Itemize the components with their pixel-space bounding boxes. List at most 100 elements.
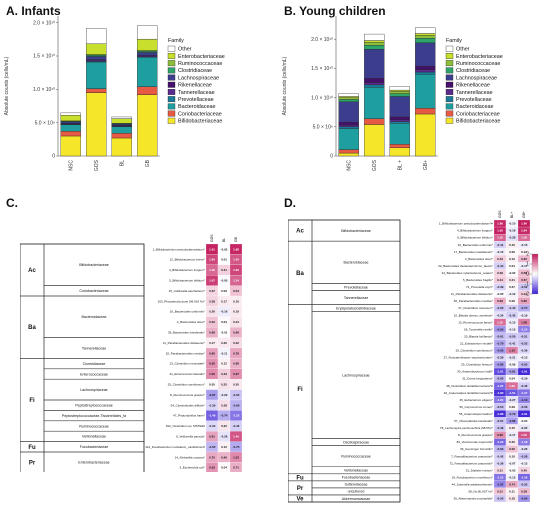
infants-legend-swatch — [167, 103, 176, 110]
children-heat-value: 1.84 — [521, 229, 527, 233]
infants-taxon-label: 103_Phocaeicola dorei (96.919 %)* — [158, 299, 206, 303]
infants-heat-value: 0.75 — [209, 455, 215, 459]
infants-heat-cell — [229, 462, 243, 472]
panel-c-title: C. — [6, 196, 18, 210]
children-heat-value: -1.91 — [521, 370, 528, 374]
children-heat-value: -0.17 — [509, 433, 516, 437]
children-heat-value: 0.12 — [521, 250, 527, 254]
children-family-label: Veillonellaceae — [344, 469, 368, 473]
children-heat-value: -0.05 — [497, 292, 504, 296]
children-heat-value: -0.88 — [509, 419, 516, 423]
children-heat-value: -0.74 — [521, 306, 528, 310]
children-heat-value: -0.81 — [509, 370, 516, 374]
children-taxon-label: 74_Prevotella copri* — [466, 285, 494, 289]
children-legend-label: Enterobacteriaceae — [456, 54, 503, 60]
infants-bar-segment — [111, 126, 132, 134]
infants-legend-title: Family — [168, 38, 184, 44]
infants-heat-value: 0.05 — [209, 383, 215, 387]
infants-taxon-label: 39_Bacteroides intestinalis* — [168, 331, 206, 335]
children-bar-segment — [364, 33, 385, 41]
infants-phylum-label: Ba — [28, 325, 36, 331]
heat-legend-tick-label: 1 — [526, 262, 529, 268]
infants-heat-value: 0.16 — [233, 299, 239, 303]
children-taxon-label: 4_Bifidobacterium longum* — [457, 229, 494, 233]
children-family-label: Oscillospiraceae — [343, 440, 369, 444]
children-heat-value: 0.44 — [497, 278, 503, 282]
infants-heat-value: -0.65 — [209, 445, 216, 449]
infants-legend-label: Tannerellaceae — [178, 90, 215, 96]
children-heat-value: -0.39 — [497, 285, 504, 289]
children-heat-value: -0.94 — [521, 497, 528, 501]
children-taxon-label: 45_Eubacterium eligens* — [459, 398, 493, 402]
children-bar-segment — [415, 74, 436, 109]
infants-heat-value: -0.16 — [221, 310, 228, 314]
infants-bar-segment — [86, 61, 107, 89]
children-heat-value: -0.62 — [521, 363, 528, 367]
infants-heat-value: 0.38 — [209, 299, 215, 303]
infants-bar-segment — [111, 133, 132, 139]
children-bar-segment — [364, 86, 385, 119]
children-heat-value: -0.79 — [509, 412, 516, 416]
infants-legend-swatch — [167, 89, 176, 95]
children-taxon-label: 50_Coprococcus comes* — [459, 405, 493, 409]
infants-bar-segment — [86, 56, 107, 60]
infants-bar-segment — [137, 55, 158, 57]
children-heat-value: -1.37 — [497, 384, 504, 388]
children-heat-value: 0.21 — [509, 278, 515, 282]
children-heat-value: -0.09 — [509, 363, 516, 367]
children-phylum-label: Ba — [296, 271, 304, 277]
children-category-label: GOS — [372, 159, 378, 171]
children-legend-label: Coriobacteriaceae — [456, 111, 500, 117]
children-heat-value: 0.18 — [509, 497, 515, 501]
children-heat-value: 0.58 — [521, 490, 527, 494]
infants-heat-value: 0.66 — [221, 455, 227, 459]
children-heat-value: 0.09 — [509, 405, 515, 409]
children-heat-value: -0.12 — [521, 461, 528, 465]
infants-heat-value: 0.04 — [221, 320, 227, 324]
children-legend-swatch — [445, 45, 454, 52]
children-heat-value: 1.50 — [521, 433, 527, 437]
children-taxon-label: 35_Akkermansia muciniphila* — [453, 497, 493, 501]
children-heat-value: 0.96 — [497, 433, 503, 437]
children-bar-segment — [338, 126, 359, 129]
children-heat-value: -1.21 — [497, 398, 504, 402]
children-heat-value: 0.74 — [509, 482, 515, 486]
children-heat-value: -0.17 — [521, 264, 528, 268]
children-taxon-label: 29_Clostridium fessum* — [461, 363, 494, 367]
children-taxon-label: 37_Clostridium ramosum* — [458, 306, 493, 310]
children-bar-segment — [364, 118, 385, 125]
children-taxon-label: 58_No BLAST hit* — [469, 490, 494, 494]
children-column-label: GB+ — [522, 211, 526, 218]
children-heat-value: -0.52 — [521, 285, 528, 289]
children-taxon-label: 40_Anaerostipes lactatifermentans*# — [444, 391, 493, 395]
children-bar-segment — [389, 119, 410, 122]
heatmap-infants: GOS BL GB Ac Ba Fi Fu Pr Bifidobacteriaceae Corio… — [20, 234, 243, 472]
infants-heat-value: 1.00 — [209, 372, 215, 376]
children-heat-value: -0.15 — [521, 243, 528, 247]
children-taxon-label: 19_Fusobacterium mortiferum* — [452, 475, 494, 479]
infants-family-label: Fusobacteriaceae — [80, 445, 109, 449]
children-taxon-label: 38_Clostridium lactatifermentans*# — [446, 384, 493, 388]
children-legend-swatch — [445, 81, 454, 88]
infants-heat-value: 0.24 — [233, 320, 239, 324]
children-heat-value: 0.04 — [509, 377, 515, 381]
children-heat-value: -0.90 — [497, 349, 504, 353]
children-heat-value: 1.92 — [497, 229, 503, 233]
children-taxon-label: 27_Fusicatenibacter saccharivorans* — [444, 356, 494, 360]
infants-heat-value: 1.60 — [209, 258, 215, 262]
children-legend-label: Prevotellaceae — [456, 97, 492, 103]
infants-bar-segment — [86, 28, 107, 44]
infants-legend-swatch — [167, 67, 176, 74]
infants-heat-value: 0.68 — [209, 331, 215, 335]
children-heat-value: 0.80 — [521, 299, 527, 303]
infants-legend-swatch — [167, 60, 176, 67]
children-taxon-label: 7_Faecalibacterium prausnitzii* — [451, 454, 494, 458]
children-taxon-label: 36_Gemmiger formicilis* — [460, 447, 494, 451]
children-heat-value: -0.51 — [497, 419, 504, 423]
children-taxon-label: 24_Bacteroides xylanisolvens_ovatus* — [442, 271, 494, 275]
children-heat-value: -0.44 — [497, 264, 504, 268]
children-taxon-label: 2_Bacteroides dorei* — [465, 257, 494, 261]
infants-legend-swatch — [167, 53, 176, 59]
children-heat-value: -0.43 — [509, 306, 516, 310]
children-bar-segment — [415, 37, 436, 44]
